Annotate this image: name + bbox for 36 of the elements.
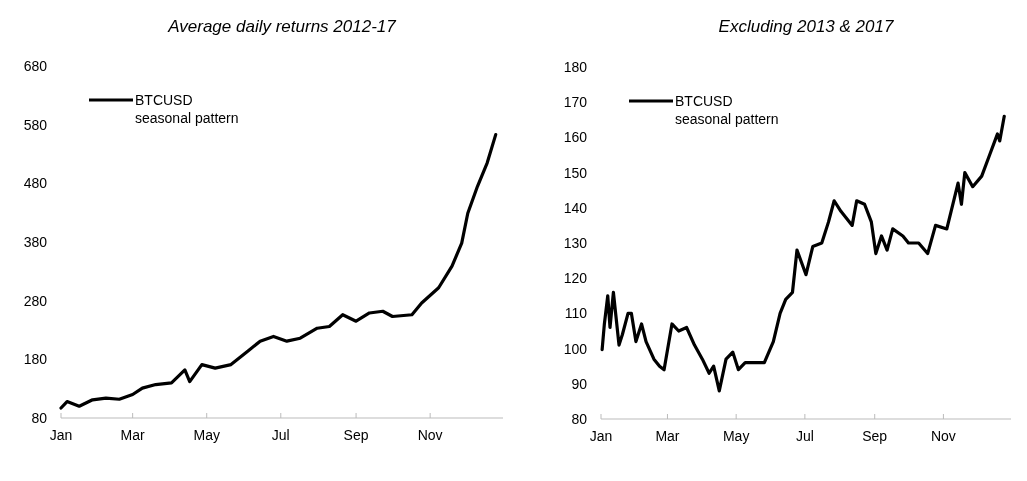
y-tick-label: 480 — [23, 175, 48, 192]
x-tick-label: Nov — [930, 428, 956, 444]
y-tick-label: 150 — [563, 164, 588, 181]
x-tick-label: Nov — [417, 427, 443, 443]
x-tick-label: Sep — [343, 427, 369, 443]
x-tick-label: May — [722, 428, 750, 444]
line-series — [600, 114, 1006, 393]
legend-label: BTCUSD seasonal pattern — [135, 92, 239, 126]
x-tick-label: Mar — [120, 427, 146, 443]
y-tick-label: 80 — [31, 410, 48, 426]
x-tick-label: Jul — [795, 428, 814, 444]
y-tick-label: 80 — [571, 411, 588, 427]
chart-title: Excluding 2013 & 2017 — [718, 17, 894, 36]
line-series — [59, 133, 498, 410]
x-tick-label: Jan — [49, 427, 73, 443]
y-tick-label: 170 — [563, 94, 588, 111]
y-tick-label: 680 — [23, 58, 48, 74]
x-tick-label: Sep — [862, 428, 888, 444]
x-tick-label: May — [193, 427, 220, 443]
x-tick-label: Mar — [655, 428, 680, 444]
x-tick-label: Jan — [589, 428, 613, 444]
chart-title: Average daily returns 2012-17 — [167, 17, 397, 36]
legend-label: BTCUSD seasonal pattern — [675, 93, 779, 127]
y-tick-label: 90 — [571, 375, 588, 392]
y-tick-label: 100 — [563, 340, 588, 357]
y-tick-label: 120 — [563, 270, 588, 287]
y-tick-label: 160 — [563, 129, 588, 146]
x-tick-label: Jul — [271, 427, 290, 443]
y-tick-label: 580 — [23, 116, 48, 133]
y-tick-label: 180 — [563, 59, 588, 75]
y-tick-label: 110 — [564, 305, 588, 322]
y-tick-label: 140 — [563, 199, 588, 216]
y-tick-label: 180 — [23, 351, 48, 368]
y-tick-label: 280 — [23, 292, 48, 309]
y-tick-label: 130 — [563, 235, 588, 251]
y-tick-label: 380 — [23, 234, 48, 250]
